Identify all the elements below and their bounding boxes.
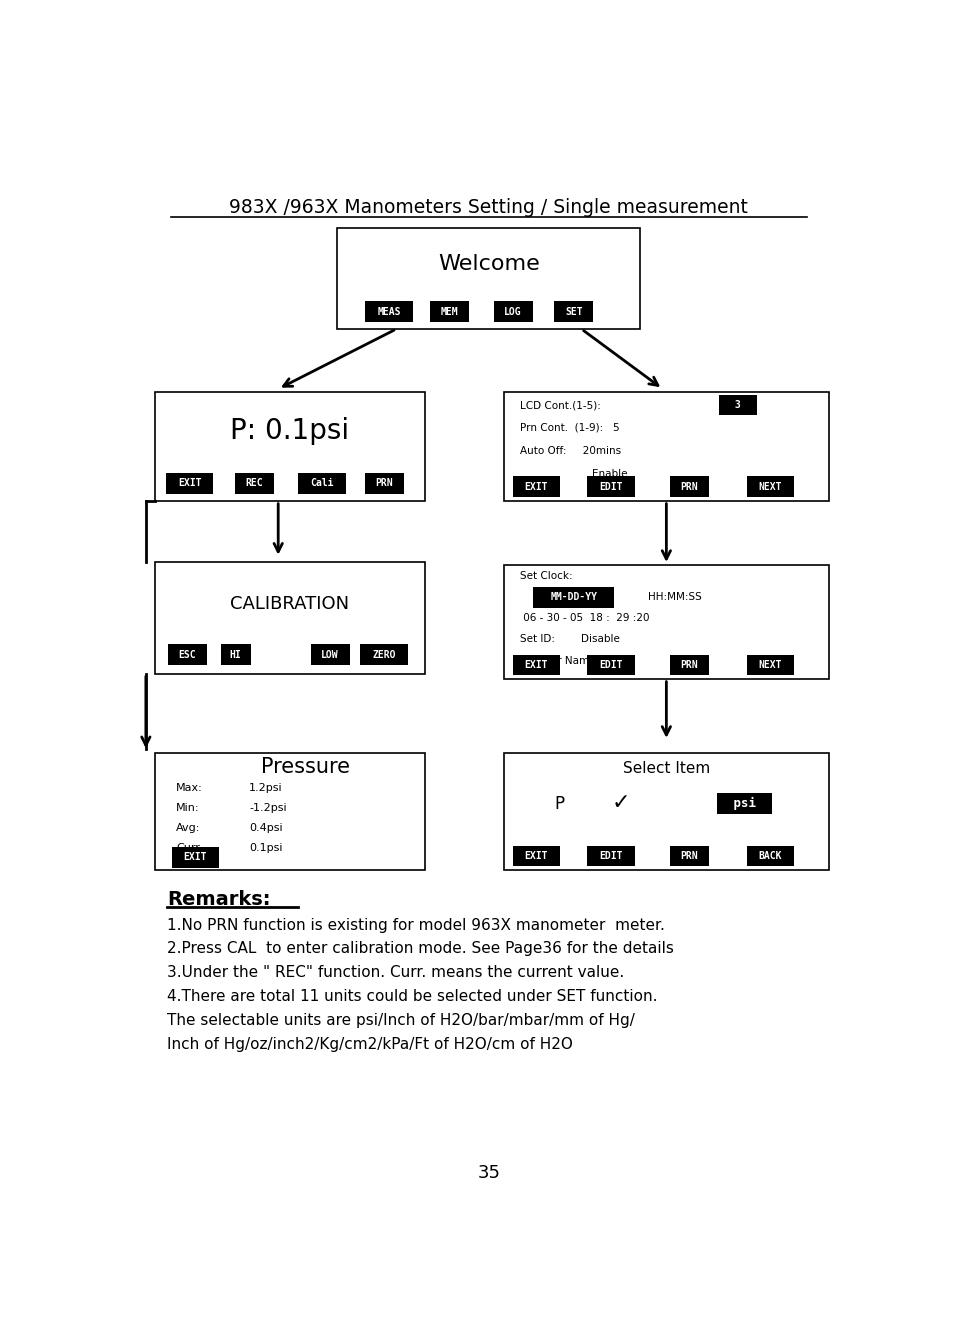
Text: EDIT: EDIT [598,660,622,671]
Bar [746,476,793,497]
Text: Auto Off:     20mins: Auto Off: 20mins [519,446,620,456]
Text: ZERO: ZERO [372,649,395,660]
Text: 1.No PRN function is existing for model 963X manometer  meter.: 1.No PRN function is existing for model … [167,918,664,933]
Text: -1.2psi: -1.2psi [249,804,287,813]
Text: HH:MM:SS: HH:MM:SS [648,593,701,602]
Text: Remarks:: Remarks: [167,890,271,909]
Text: MM-DD-YY: MM-DD-YY [550,593,597,602]
Text: PRN: PRN [679,660,698,671]
Bar [494,301,532,323]
Bar [298,473,345,493]
Text: ESC: ESC [178,649,195,660]
Text: EDIT: EDIT [598,851,622,862]
Bar [168,644,206,665]
Text: 35: 35 [476,1164,500,1183]
Bar [746,655,793,676]
Text: LOG: LOG [504,306,521,317]
Bar [587,655,634,676]
Bar [554,301,593,323]
Text: Select Item: Select Item [622,761,709,775]
Bar [154,562,424,673]
Text: LCD Cont.(1-5):: LCD Cont.(1-5): [519,401,603,410]
Bar [503,753,828,870]
Bar [669,655,708,676]
Text: MEAS: MEAS [376,306,400,317]
Bar [669,476,708,497]
Text: CALIBRATION: CALIBRATION [230,595,349,613]
Text: SET: SET [564,306,582,317]
Bar [430,301,469,323]
Text: PRN: PRN [679,481,698,492]
Bar [154,392,424,501]
Text: Avg:: Avg: [176,823,200,833]
Bar [337,227,639,329]
Text: 2.Press CAL  to enter calibration mode. See Page36 for the details: 2.Press CAL to enter calibration mode. S… [167,941,674,957]
Text: 06 - 30 - 05  18 :  29 :20: 06 - 30 - 05 18 : 29 :20 [519,613,649,624]
Text: EXIT: EXIT [524,660,547,671]
Text: Curr.: Curr. [176,843,203,853]
Bar [364,473,403,493]
Bar [587,476,634,497]
Bar [503,564,828,679]
Text: 983X /963X Manometers Setting / Single measurement: 983X /963X Manometers Setting / Single m… [230,199,747,218]
Bar [512,845,559,867]
Bar [718,395,757,415]
Text: HI: HI [230,649,241,660]
Text: EXIT: EXIT [178,478,201,488]
Text: PRN: PRN [375,478,393,488]
Text: psi: psi [725,797,762,810]
Text: EXIT: EXIT [524,481,547,492]
Bar [716,793,772,814]
Bar [587,845,634,867]
Bar [166,473,213,493]
Bar [154,753,424,870]
Text: P: 0.1psi: P: 0.1psi [230,417,349,445]
Text: P: P [554,794,563,813]
Bar [360,644,407,665]
Bar [503,392,828,501]
Text: Min:: Min: [176,804,199,813]
Bar [311,644,349,665]
Text: 0.4psi: 0.4psi [249,823,282,833]
Text: Cali: Cali [310,478,334,488]
Text: BACK: BACK [758,851,781,862]
Text: PRN: PRN [679,851,698,862]
Text: Inch of Hg/oz/inch2/Kg/cm2/kPa/Ft of H2O/cm of H2O: Inch of Hg/oz/inch2/Kg/cm2/kPa/Ft of H2O… [167,1036,573,1051]
Bar [220,644,251,665]
Text: 3.Under the " REC" function. Curr. means the current value.: 3.Under the " REC" function. Curr. means… [167,965,624,980]
Text: 1.2psi: 1.2psi [249,784,282,793]
Text: Pressure: Pressure [261,757,350,777]
Bar [746,845,793,867]
Bar [512,476,559,497]
Text: MEM: MEM [440,306,457,317]
Text: EXIT: EXIT [183,852,207,863]
Text: Set ID:        Disable: Set ID: Disable [519,634,619,644]
Text: REC: REC [246,478,263,488]
Text: Welcome: Welcome [437,254,539,274]
Text: Enable: Enable [591,469,626,478]
Text: ID: User Name: ID: User Name [519,656,595,665]
Bar [172,847,218,868]
Text: 3: 3 [728,401,746,410]
Text: NEXT: NEXT [758,660,781,671]
Text: ✓: ✓ [611,793,630,813]
Bar [669,845,708,867]
Text: Set Clock:: Set Clock: [519,571,572,581]
Text: The selectable units are psi/Inch of H2O/bar/mbar/mm of Hg/: The selectable units are psi/Inch of H2O… [167,1013,635,1028]
Text: 0.1psi: 0.1psi [249,843,282,853]
Text: EDIT: EDIT [598,481,622,492]
Text: Prn Cont.  (1-9):   5: Prn Cont. (1-9): 5 [519,423,618,433]
Text: LOW: LOW [321,649,338,660]
Bar [533,587,614,607]
Text: NEXT: NEXT [758,481,781,492]
Text: Max:: Max: [176,784,203,793]
Bar [235,473,274,493]
Text: EXIT: EXIT [524,851,547,862]
Bar [365,301,412,323]
Bar [512,655,559,676]
Text: 4.There are total 11 units could be selected under SET function.: 4.There are total 11 units could be sele… [167,989,658,1004]
